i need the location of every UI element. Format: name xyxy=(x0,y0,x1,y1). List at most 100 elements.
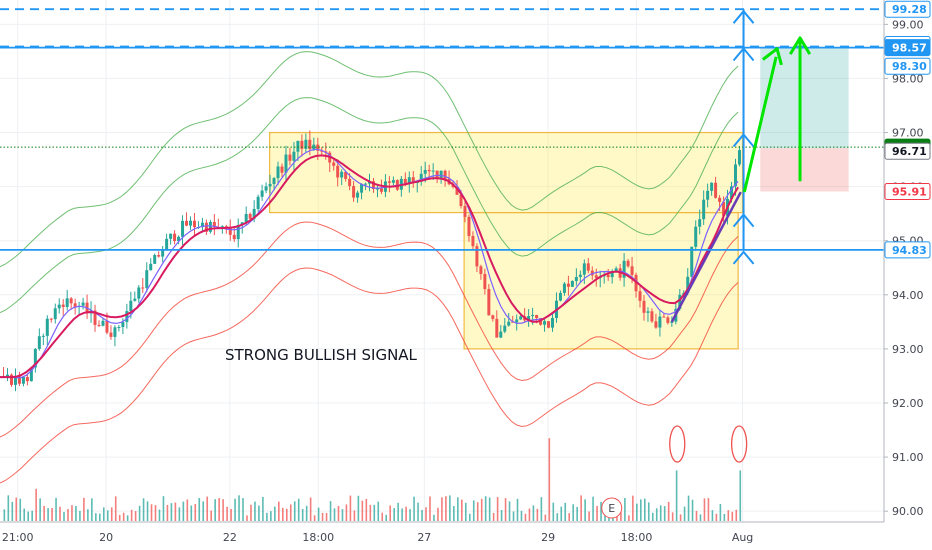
candle-body xyxy=(288,154,292,161)
volume-bar xyxy=(39,498,41,521)
price-badge-bg xyxy=(884,182,931,200)
volume-bar xyxy=(329,501,332,521)
position-stop-zone xyxy=(760,148,849,192)
candle-body xyxy=(499,331,503,338)
candle-body xyxy=(582,263,586,275)
candle-body xyxy=(117,327,121,329)
volume-bar xyxy=(43,505,45,521)
candle-body xyxy=(308,139,312,150)
candle-body xyxy=(658,316,662,328)
volume-bar xyxy=(214,499,216,521)
candle-body xyxy=(109,332,113,337)
annotation-label: STRONG BULLISH SIGNAL xyxy=(225,346,418,364)
candle-body xyxy=(149,263,153,271)
time-tick-label: 21:00 xyxy=(2,531,34,544)
volume-bar xyxy=(246,515,248,521)
volume-bar xyxy=(134,511,137,521)
volume-bar xyxy=(321,512,324,521)
candle-body xyxy=(97,324,101,326)
volume-bar xyxy=(500,510,503,521)
earnings-marker xyxy=(601,497,623,519)
earnings-marker-letter: E xyxy=(608,502,615,515)
projection-arrow-shaft-1 xyxy=(742,56,778,193)
candle-body xyxy=(173,233,177,242)
time-tick-label: 18:00 xyxy=(621,531,653,544)
candle-body xyxy=(694,226,698,247)
volume-bar xyxy=(278,501,280,521)
candle-body xyxy=(626,260,630,267)
volume-bar xyxy=(572,504,574,521)
volume-bar xyxy=(385,514,388,521)
candle-body xyxy=(29,367,33,382)
volume-bar xyxy=(735,509,738,521)
volume-bar xyxy=(445,496,447,521)
candle-body xyxy=(706,190,710,200)
volume-bar xyxy=(293,501,296,521)
volume-bar xyxy=(226,506,228,521)
volume-bar xyxy=(620,512,622,521)
volume-bar xyxy=(707,498,710,521)
candle-body xyxy=(17,376,21,384)
candle-body xyxy=(515,319,519,323)
candle-body xyxy=(53,308,57,320)
volume-bar xyxy=(409,509,411,521)
volume-bar xyxy=(663,506,666,521)
volume-bar xyxy=(468,513,471,521)
volume-bar xyxy=(202,501,205,521)
volume-bar xyxy=(79,510,81,521)
candle-body xyxy=(519,316,523,320)
candle-body xyxy=(407,177,411,184)
candle-body xyxy=(551,318,554,328)
volume-bar xyxy=(130,509,133,521)
volume-bar xyxy=(114,496,117,521)
candle-body xyxy=(714,182,718,198)
candle-body xyxy=(471,236,475,247)
candle-body xyxy=(189,220,193,226)
candle-body xyxy=(57,304,61,309)
price-tick-label: 94.00 xyxy=(892,289,924,302)
candle-body xyxy=(312,144,316,150)
candle-body xyxy=(296,140,300,152)
volume-bar xyxy=(429,496,431,521)
candles xyxy=(2,130,741,392)
volume-bar xyxy=(361,500,364,521)
volume-bar xyxy=(576,506,578,521)
candle-body xyxy=(491,315,495,319)
volume-bar xyxy=(480,498,483,521)
candle-body xyxy=(260,190,264,197)
volume-bar xyxy=(711,510,714,521)
candle-body xyxy=(192,220,196,228)
price-badge-98-30: 98.30 xyxy=(884,57,931,75)
time-axis-bg xyxy=(0,523,884,550)
candle-body xyxy=(169,233,173,239)
volume-bar xyxy=(266,512,268,521)
time-tick-label: Aug xyxy=(732,531,753,544)
volume-bar xyxy=(206,496,209,521)
candle-body xyxy=(698,219,702,227)
volume-bar xyxy=(182,501,185,521)
candle-body xyxy=(101,320,105,326)
candle-body xyxy=(204,222,208,232)
candle-body xyxy=(590,270,594,276)
time-tick-label: 20 xyxy=(99,531,113,544)
candle-body xyxy=(292,151,296,161)
volume-bar xyxy=(544,514,547,521)
candle-body xyxy=(610,271,614,278)
volume-bar xyxy=(476,502,479,521)
candle-body xyxy=(41,335,45,337)
volume-bar xyxy=(695,511,698,521)
candle-body xyxy=(228,228,232,235)
candle-body xyxy=(280,166,284,173)
candle-body xyxy=(586,263,590,271)
candle-body xyxy=(702,199,706,220)
price-tick-label: 92.00 xyxy=(892,397,924,410)
price-badge-label: 94.83 xyxy=(892,244,927,257)
price-badge-98-57: 98.57 xyxy=(884,39,931,57)
volume-bar xyxy=(564,502,567,521)
volume-bar xyxy=(449,495,451,521)
volume-bar xyxy=(345,504,348,521)
volume-bar xyxy=(154,505,157,521)
candle-body xyxy=(387,181,391,183)
candle-body xyxy=(507,321,511,326)
